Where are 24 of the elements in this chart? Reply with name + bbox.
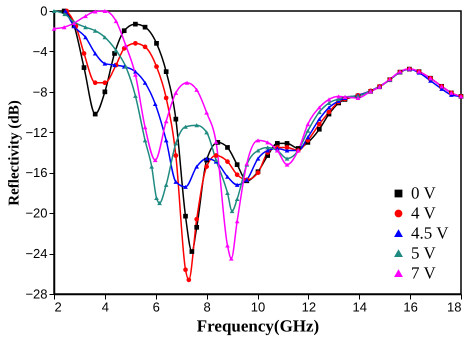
x-tick-label: 14 [352,300,367,314]
y-tick-label: −12 [25,124,48,140]
legend-label: 4.5 V [411,224,450,242]
x-tick-label: 6 [152,300,160,314]
x-tick-label: 18 [447,300,462,314]
y-tick-label: 0 [40,4,48,18]
legend-label: 0 V [411,184,436,202]
y-tick-label: −24 [25,246,48,262]
legend-label: 4 V [411,204,436,222]
x-tick-label: 4 [102,300,109,314]
y-tick-label: −28 [25,286,48,302]
x-tick-label: 16 [403,300,418,314]
y-axis-title: Reflectivity (dB) [6,100,22,206]
x-tick-label: 2 [54,300,62,314]
x-axis-title: Frequency(GHz) [196,316,320,336]
x-tick-label: 12 [302,300,316,314]
legend-label: 5 V [411,244,436,262]
x-tick-label: 8 [204,300,211,314]
y-tick-label: −4 [32,44,48,59]
y-tick-label: −20 [25,206,48,221]
y-tick-label: −16 [25,165,48,180]
legend-label: 7 V [411,264,436,282]
x-tick-label: 10 [250,300,266,314]
y-tick-label: −8 [32,84,48,100]
